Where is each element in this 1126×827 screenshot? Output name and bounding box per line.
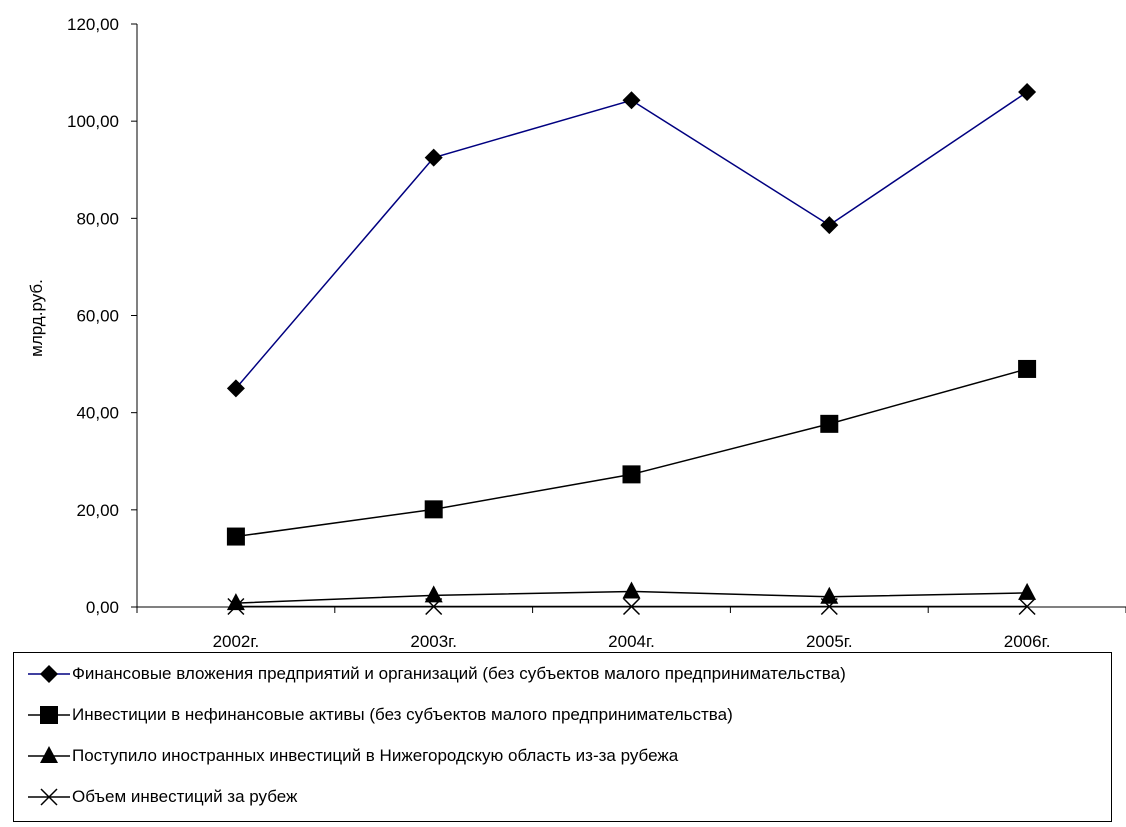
x-tick-label: 2006г. <box>1004 632 1051 650</box>
data-point <box>226 527 245 546</box>
series-1 <box>226 83 1037 398</box>
series-line <box>235 368 1028 538</box>
series-2 <box>226 359 1037 546</box>
legend-swatch <box>28 746 70 763</box>
legend-label: Поступило иностранных инвестиций в Нижег… <box>72 746 679 765</box>
legend-swatch <box>28 706 70 724</box>
legend-marker <box>40 706 58 724</box>
legend-label: Инвестиции в нефинансовые активы (без су… <box>72 705 733 724</box>
series-4 <box>227 597 1036 616</box>
data-point <box>424 500 443 519</box>
series-line <box>235 91 1028 389</box>
data-point <box>820 597 838 616</box>
data-point <box>820 586 839 604</box>
chart: 0,00 20,00 40,00 60,00 80,00 100,00 120,00 200… <box>27 15 1126 650</box>
data-point <box>1018 597 1036 616</box>
data-point <box>226 379 245 398</box>
data-point <box>425 597 443 616</box>
legend-marker <box>40 746 58 763</box>
legend-label: Финансовые вложения предприятий и органи… <box>72 664 846 683</box>
legend-item: Инвестиции в нефинансовые активы (без су… <box>14 700 733 730</box>
data-point <box>1018 359 1037 378</box>
y-tick-label: 120,00 <box>67 15 119 34</box>
y-tick-label: 20,00 <box>76 501 119 520</box>
y-tick-label: 40,00 <box>76 404 119 423</box>
legend-marker <box>40 665 58 683</box>
y-tick-label: 60,00 <box>76 307 119 326</box>
x-tick-label: 2005г. <box>806 632 853 650</box>
legend: Финансовые вложения предприятий и органи… <box>13 652 1112 822</box>
x-axis: 2002г. 2003г. 2004г. 2005г. 2006г. <box>136 606 1126 650</box>
data-point <box>424 585 443 603</box>
data-point <box>424 148 443 167</box>
legend-item: Поступило иностранных инвестиций в Нижег… <box>14 741 678 771</box>
y-axis-label: млрд.руб. <box>27 279 46 357</box>
legend-item: Финансовые вложения предприятий и органи… <box>14 659 846 689</box>
legend-marker <box>40 788 58 806</box>
y-tick-label: 80,00 <box>76 209 119 228</box>
data-point <box>622 465 641 484</box>
series-3 <box>226 581 1037 611</box>
data-point <box>622 581 641 599</box>
x-tick-label: 2002г. <box>213 632 260 650</box>
data-point <box>820 414 839 433</box>
series-layer <box>226 83 1037 616</box>
legend-swatch <box>28 788 70 806</box>
legend-swatch <box>28 665 70 683</box>
data-point <box>1018 582 1037 600</box>
data-point <box>1018 83 1037 102</box>
legend-label: Объем инвестиций за рубеж <box>72 787 298 806</box>
data-point <box>622 597 641 616</box>
legend-item: Объем инвестиций за рубеж <box>14 782 297 812</box>
data-point <box>227 597 245 616</box>
x-tick-label: 2003г. <box>410 632 457 650</box>
y-tick-label: 100,00 <box>67 112 119 131</box>
x-tick-label: 2004г. <box>608 632 655 650</box>
y-tick-label: 0,00 <box>86 598 119 617</box>
y-axis: 0,00 20,00 40,00 60,00 80,00 100,00 120,00 <box>67 15 138 617</box>
data-point <box>622 91 641 110</box>
data-point <box>820 216 839 235</box>
